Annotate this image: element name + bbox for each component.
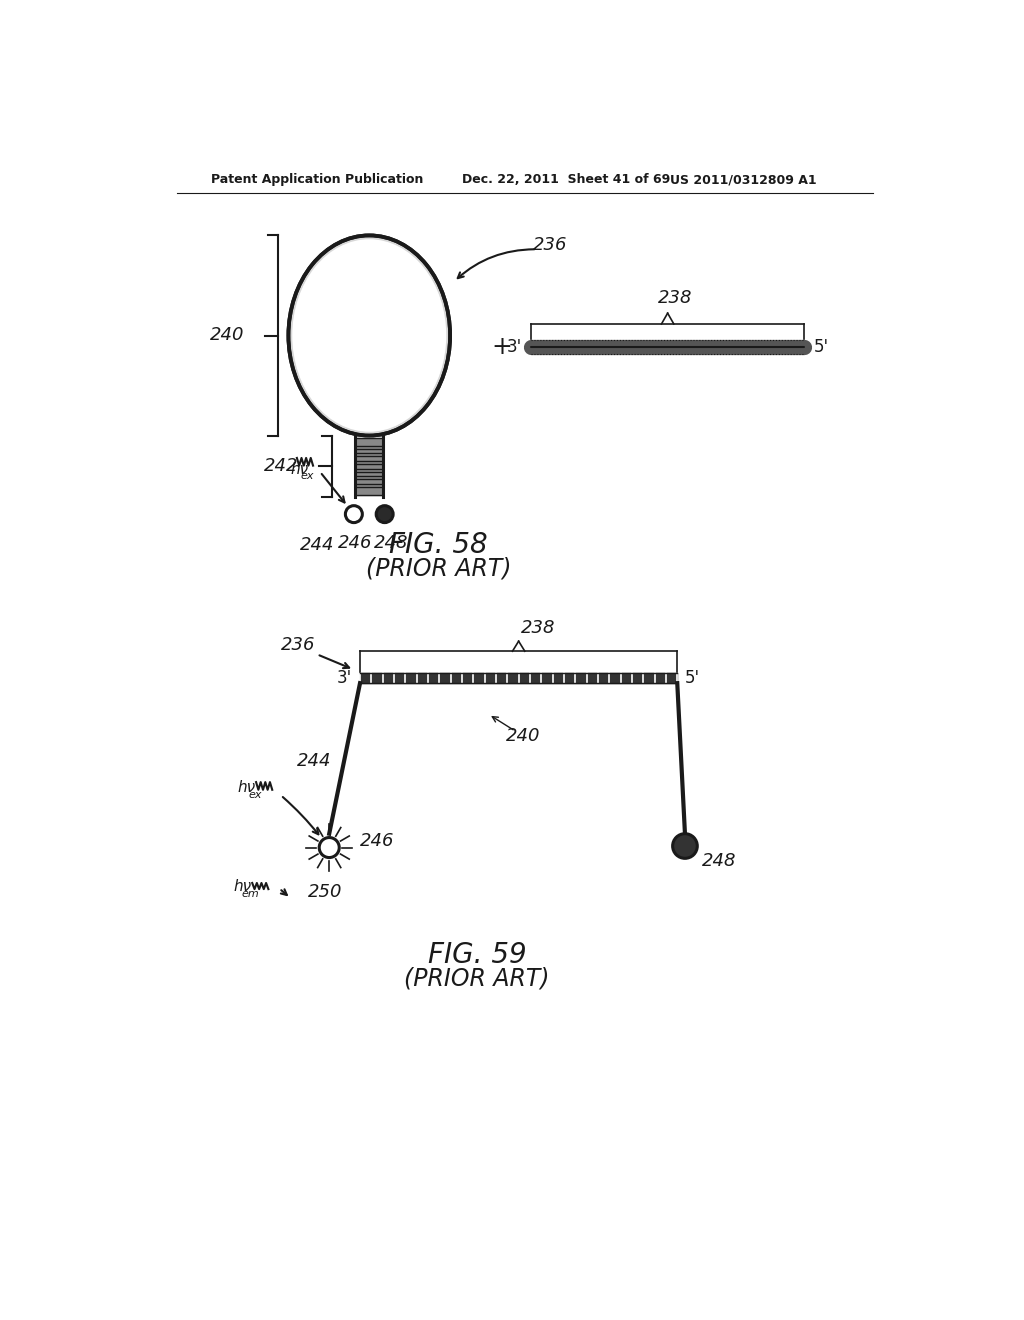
- Text: 3': 3': [337, 669, 352, 688]
- Text: +: +: [492, 335, 512, 359]
- Text: Dec. 22, 2011  Sheet 41 of 69: Dec. 22, 2011 Sheet 41 of 69: [462, 173, 670, 186]
- Text: 238: 238: [520, 619, 555, 638]
- Text: 3': 3': [507, 338, 521, 356]
- Circle shape: [376, 506, 393, 523]
- Text: 248: 248: [702, 851, 737, 870]
- Text: 240: 240: [506, 727, 541, 744]
- Text: 250: 250: [308, 883, 343, 902]
- Circle shape: [345, 506, 362, 523]
- Text: (PRIOR ART): (PRIOR ART): [366, 556, 511, 579]
- Circle shape: [319, 838, 339, 858]
- Text: 244: 244: [297, 752, 331, 771]
- Circle shape: [673, 834, 697, 858]
- Text: 244: 244: [300, 536, 334, 554]
- Text: FIG. 58: FIG. 58: [389, 531, 487, 558]
- Text: 236: 236: [532, 236, 567, 253]
- Text: 5': 5': [813, 338, 828, 356]
- Text: 246: 246: [359, 833, 394, 850]
- Text: 236: 236: [282, 636, 315, 653]
- Text: hν: hν: [233, 879, 252, 894]
- Text: 248: 248: [374, 535, 409, 552]
- Text: hν: hν: [291, 462, 309, 477]
- Text: hν: hν: [238, 780, 256, 795]
- Text: ex: ex: [301, 471, 314, 482]
- Text: em: em: [242, 888, 259, 899]
- Ellipse shape: [292, 239, 446, 432]
- Text: ex: ex: [249, 791, 262, 800]
- Text: 240: 240: [210, 326, 245, 345]
- Text: 238: 238: [658, 289, 692, 308]
- Ellipse shape: [289, 235, 451, 436]
- Text: 5': 5': [685, 669, 700, 688]
- Text: (PRIOR ART): (PRIOR ART): [404, 966, 550, 990]
- Text: FIG. 59: FIG. 59: [428, 941, 526, 969]
- Text: US 2011/0312809 A1: US 2011/0312809 A1: [670, 173, 816, 186]
- Text: Patent Application Publication: Patent Application Publication: [211, 173, 424, 186]
- Text: 246: 246: [338, 535, 373, 552]
- Text: 242: 242: [264, 458, 298, 475]
